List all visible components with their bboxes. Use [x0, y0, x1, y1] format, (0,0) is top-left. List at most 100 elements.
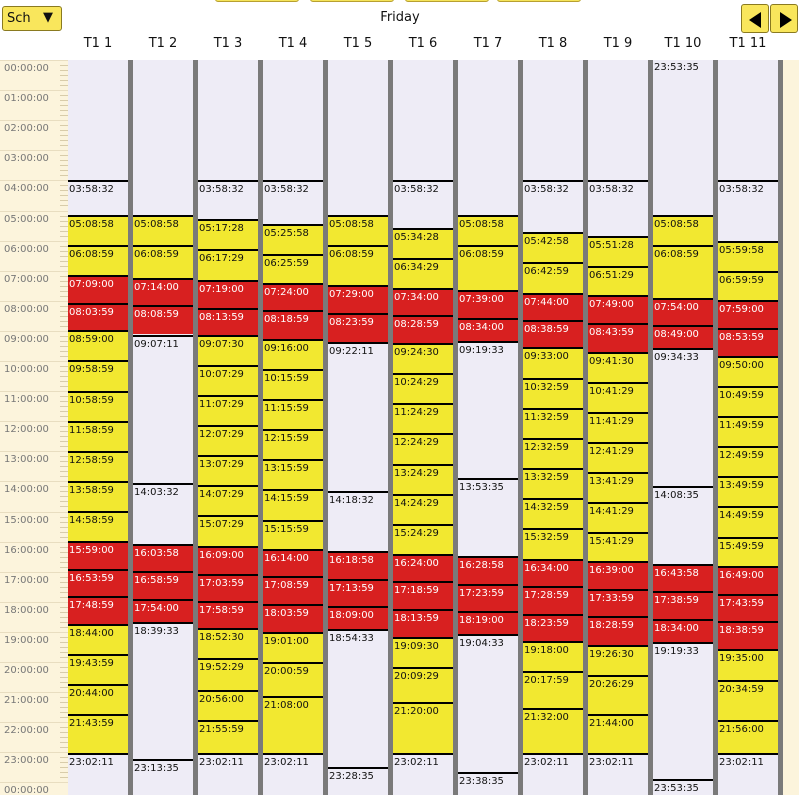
peak-trip-block[interactable]: 17:08:59	[263, 576, 323, 604]
peak-trip-block[interactable]: 07:39:00	[458, 290, 518, 318]
trip-block[interactable]: 10:15:59	[263, 369, 323, 400]
trip-block[interactable]: 13:58:59	[68, 480, 128, 511]
trip-block[interactable]: 14:24:29	[393, 493, 453, 524]
trip-block[interactable]: 13:15:59	[263, 459, 323, 490]
trip-block[interactable]: 20:09:29	[393, 666, 453, 703]
trip-block[interactable]: 21:55:59	[198, 720, 258, 754]
trip-block[interactable]: 10:49:59	[718, 386, 778, 417]
trip-block[interactable]: 11:58:59	[68, 420, 128, 451]
idle-marker[interactable]: 23:02:11	[718, 753, 778, 768]
peak-trip-block[interactable]: 08:28:59	[393, 315, 453, 344]
peak-trip-block[interactable]: 08:49:00	[653, 325, 713, 349]
idle-marker[interactable]: 13:53:35	[458, 478, 518, 493]
peak-trip-block[interactable]: 17:43:59	[718, 593, 778, 622]
peak-trip-block[interactable]: 16:18:58	[328, 551, 388, 579]
trip-block[interactable]: 21:43:59	[68, 714, 128, 754]
trip-block[interactable]: 12:24:29	[393, 433, 453, 464]
idle-marker[interactable]: 19:04:33	[458, 634, 518, 649]
idle-marker[interactable]: 03:58:32	[263, 179, 323, 195]
trip-block[interactable]: 12:07:29	[198, 424, 258, 456]
peak-trip-block[interactable]: 18:03:59	[263, 603, 323, 633]
trip-block[interactable]: 14:58:59	[68, 510, 128, 542]
peak-trip-block[interactable]: 08:38:59	[523, 320, 583, 348]
trip-block[interactable]: 21:56:00	[718, 720, 778, 754]
idle-marker[interactable]: 23:02:11	[198, 753, 258, 768]
trip-block[interactable]: 13:24:29	[393, 463, 453, 494]
trip-block[interactable]: 06:59:59	[718, 270, 778, 301]
trip-block[interactable]: 13:41:29	[588, 472, 648, 503]
trip-block[interactable]: 11:24:29	[393, 403, 453, 434]
trip-block[interactable]: 20:34:59	[718, 679, 778, 721]
peak-trip-block[interactable]: 16:43:58	[653, 563, 713, 592]
peak-trip-block[interactable]: 07:29:00	[328, 285, 388, 313]
peak-trip-block[interactable]: 07:44:00	[523, 292, 583, 321]
trip-block[interactable]: 20:56:00	[198, 690, 258, 721]
trip-block[interactable]: 09:24:30	[393, 343, 453, 374]
top-tab-2[interactable]	[310, 0, 394, 2]
peak-trip-block[interactable]: 08:03:59	[68, 302, 128, 331]
trip-block[interactable]: 21:44:00	[588, 714, 648, 754]
top-tab-1[interactable]	[215, 0, 299, 2]
peak-trip-block[interactable]: 16:14:00	[263, 548, 323, 577]
column-header[interactable]: T1 5	[343, 36, 373, 51]
trip-block[interactable]: 12:32:59	[523, 437, 583, 468]
column-header[interactable]: T1 10	[664, 36, 702, 51]
trip-block[interactable]: 19:26:30	[588, 645, 648, 676]
trip-block[interactable]: 08:59:00	[68, 330, 128, 361]
trip-block[interactable]: 20:44:00	[68, 684, 128, 715]
trip-block[interactable]: 09:33:00	[523, 347, 583, 378]
idle-marker[interactable]: 03:58:32	[523, 179, 583, 195]
trip-block[interactable]: 05:17:28	[198, 219, 258, 250]
trip-block[interactable]: 11:41:29	[588, 411, 648, 442]
idle-marker[interactable]: 23:02:11	[393, 753, 453, 768]
column-header[interactable]: T1 9	[603, 36, 633, 51]
idle-marker[interactable]: 23:38:35	[458, 771, 518, 787]
trip-block[interactable]: 05:34:28	[393, 227, 453, 258]
trip-block[interactable]: 15:32:59	[523, 528, 583, 559]
trip-block[interactable]: 05:42:58	[523, 232, 583, 263]
trip-block[interactable]: 05:59:58	[718, 240, 778, 271]
peak-trip-block[interactable]: 17:13:59	[328, 578, 388, 607]
peak-trip-block[interactable]: 07:49:00	[588, 295, 648, 323]
idle-marker[interactable]: 23:02:11	[523, 753, 583, 768]
trip-block[interactable]: 20:17:59	[523, 671, 583, 709]
idle-marker[interactable]: 03:58:32	[718, 179, 778, 195]
peak-trip-block[interactable]: 07:14:00	[133, 277, 193, 306]
next-day-button[interactable]	[770, 4, 798, 33]
trip-block[interactable]: 06:08:59	[653, 245, 713, 298]
trip-block[interactable]: 13:49:59	[718, 476, 778, 507]
trip-block[interactable]: 06:08:59	[328, 245, 388, 286]
peak-trip-block[interactable]: 08:08:59	[133, 305, 193, 335]
idle-marker[interactable]: 09:19:33	[458, 340, 518, 356]
column-header[interactable]: T1 3	[213, 36, 243, 51]
peak-trip-block[interactable]: 07:34:00	[393, 287, 453, 316]
column-header[interactable]: T1 8	[538, 36, 568, 51]
trip-block[interactable]: 11:49:59	[718, 416, 778, 447]
trip-block[interactable]: 19:43:59	[68, 653, 128, 685]
trip-block[interactable]: 09:41:30	[588, 351, 648, 382]
trip-block[interactable]: 15:24:29	[393, 523, 453, 554]
trip-block[interactable]: 14:07:29	[198, 485, 258, 516]
peak-trip-block[interactable]: 18:09:00	[328, 606, 388, 630]
idle-marker[interactable]: 18:39:33	[133, 621, 193, 637]
trip-block[interactable]: 15:07:29	[198, 515, 258, 547]
idle-marker[interactable]: 23:53:35	[653, 60, 713, 74]
trip-block[interactable]: 15:41:29	[588, 532, 648, 562]
peak-trip-block[interactable]: 07:24:00	[263, 282, 323, 311]
trip-block[interactable]: 21:20:00	[393, 702, 453, 754]
top-tab-4[interactable]	[497, 0, 581, 2]
trip-block[interactable]: 10:07:29	[198, 364, 258, 395]
trip-block[interactable]: 19:09:30	[393, 636, 453, 667]
peak-trip-block[interactable]: 18:34:00	[653, 618, 713, 642]
trip-block[interactable]: 13:32:59	[523, 467, 583, 498]
trip-block[interactable]: 21:32:00	[523, 708, 583, 754]
idle-marker[interactable]: 03:58:32	[588, 179, 648, 195]
trip-block[interactable]: 09:58:59	[68, 360, 128, 391]
peak-trip-block[interactable]: 08:34:00	[458, 317, 518, 341]
peak-trip-block[interactable]: 16:28:58	[458, 556, 518, 584]
trip-block[interactable]: 05:08:58	[133, 214, 193, 246]
peak-trip-block[interactable]: 07:09:00	[68, 275, 128, 303]
trip-block[interactable]: 05:08:58	[653, 214, 713, 246]
trip-block[interactable]: 15:49:59	[718, 536, 778, 567]
trip-block[interactable]: 05:25:58	[263, 223, 323, 254]
